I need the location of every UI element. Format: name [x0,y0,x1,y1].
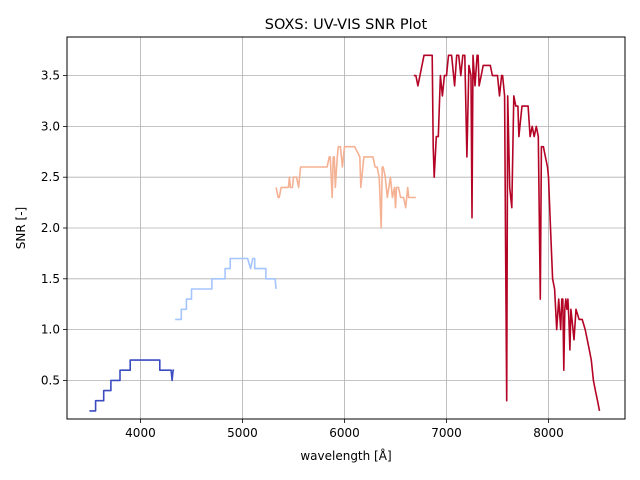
x-tick-label: 5000 [227,426,258,440]
y-axis-label: SNR [-] [14,207,28,249]
x-tick-label: 4000 [125,426,156,440]
x-axis-label: wavelength [Å] [300,448,391,463]
y-tick-label: 3.5 [41,69,60,83]
series-line-2 [175,257,277,321]
x-tick-label: 8000 [533,426,564,440]
series-group [89,54,601,412]
grid [67,37,625,419]
y-tick-label: 2.0 [41,221,60,235]
series-line-1 [89,359,175,412]
series-line-4 [413,54,601,412]
x-tick-label: 6000 [329,426,360,440]
y-tick-label: 0.5 [41,373,60,387]
y-tick-label: 2.5 [41,170,60,184]
axis-ticks: 4000 5000 6000 7000 8000 0.5 1.0 1.5 2.0 2.5 3.0 3.… [41,69,564,440]
series-line-3 [275,145,416,229]
y-tick-label: 3.0 [41,119,60,133]
y-tick-label: 1.5 [41,272,60,286]
x-tick-label: 7000 [431,426,462,440]
y-tick-label: 1.0 [41,323,60,337]
chart-title: SOXS: UV-VIS SNR Plot [265,17,428,33]
